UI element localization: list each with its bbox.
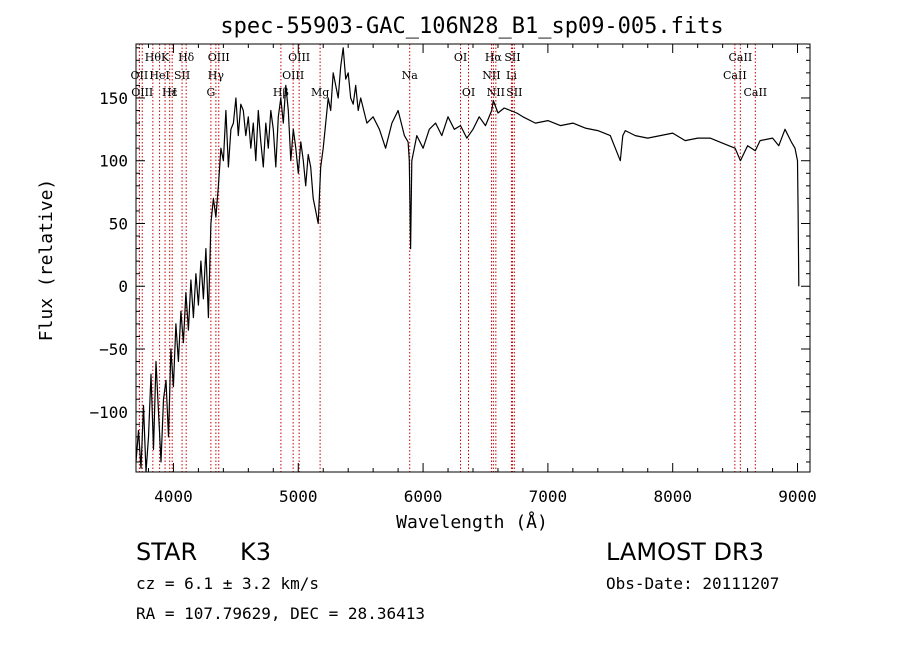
spectral-line-label: OI (454, 51, 467, 64)
spectral-line-label: Na (402, 69, 419, 82)
spectral-line-markers (138, 44, 756, 472)
y-tick-label: 150 (99, 89, 128, 108)
spectral-line-label: Hγ (208, 69, 225, 82)
chart-title: spec-55903-GAC_106N28_B1_sp09-005.fits (220, 14, 723, 39)
spectral-line-label: OIII (282, 69, 304, 82)
x-tick-label: 6000 (404, 487, 443, 506)
x-tick-label: 8000 (653, 487, 692, 506)
spectral-line-label: OI (462, 86, 475, 99)
spectral-line-label: OIII (288, 51, 310, 64)
y-tick-label: −50 (99, 340, 128, 359)
x-tick-label: 9000 (778, 487, 817, 506)
spectral-line-label: HeI (149, 69, 169, 82)
spectral-line-label: Hδ (178, 51, 195, 64)
y-tick-label: −100 (89, 403, 128, 422)
spectral-line-label: H (167, 86, 177, 99)
spectral-line-label: Hα (485, 51, 503, 64)
spectral-line-label: G (206, 86, 215, 99)
survey-name: LAMOST DR3 (606, 538, 764, 566)
redshift-value: cz = 6.1 ± 3.2 km/s (136, 574, 320, 593)
spectral-line-label: SII (504, 51, 520, 64)
spectral-line-label: OIII (208, 51, 230, 64)
spectral-line-label: OIII (131, 86, 153, 99)
spectral-subclass: K3 (240, 538, 272, 566)
spectral-line-label: Hε (162, 86, 178, 99)
x-axis-label: Wavelength (Å) (396, 511, 548, 533)
x-tick-label: 4000 (154, 487, 193, 506)
axis-ticks: 4000 5000 6000 7000 8000 9000 −100 −50 0 50 100 150 (89, 44, 817, 506)
object-class: STAR (136, 538, 198, 566)
y-tick-label: 100 (99, 152, 128, 171)
y-tick-label: 0 (118, 277, 128, 296)
spectral-line-label: SII (506, 86, 522, 99)
spectral-line-label: CaII (723, 69, 747, 82)
spectral-line-label: K (161, 51, 170, 64)
spectral-line-label: SII (174, 69, 190, 82)
spectral-line-label: CaII (743, 86, 767, 99)
spectral-line-label: OII (131, 69, 149, 82)
spectral-line-label: NII (482, 69, 500, 82)
spectral-line-label: Mg (311, 86, 329, 99)
spectral-line-labels: OIIOIIIHθHeIKHεHSIIHδGHγOIIIHβOIIIOIIIMg… (131, 51, 768, 99)
x-tick-label: 5000 (279, 487, 318, 506)
y-axis-label: Flux (relative) (36, 179, 57, 342)
x-tick-label: 7000 (529, 487, 568, 506)
spectral-line-label: CaII (729, 51, 753, 64)
spectrum-series-line (135, 47, 800, 473)
sky-coordinates: RA = 107.79629, DEC = 28.36413 (136, 604, 425, 623)
y-tick-label: 50 (109, 214, 128, 233)
observation-date: Obs-Date: 20111207 (606, 574, 780, 593)
spectral-line-label: Hθ (145, 51, 162, 64)
spectral-line-label: NII (487, 86, 505, 99)
spectral-line-label: Li (506, 69, 517, 82)
